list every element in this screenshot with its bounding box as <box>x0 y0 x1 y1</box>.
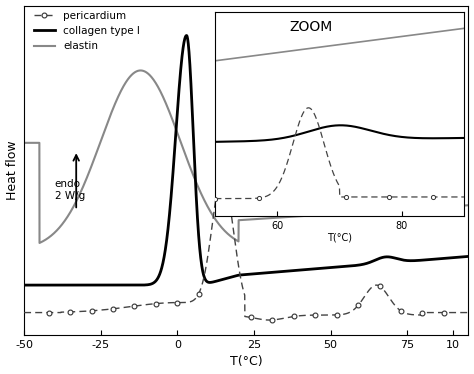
X-axis label: T(°C): T(°C) <box>230 355 263 368</box>
Legend: pericardium, collagen type I, elastin: pericardium, collagen type I, elastin <box>34 11 140 51</box>
Text: endo
2 W/g: endo 2 W/g <box>55 180 85 201</box>
Y-axis label: Heat flow: Heat flow <box>6 141 18 200</box>
